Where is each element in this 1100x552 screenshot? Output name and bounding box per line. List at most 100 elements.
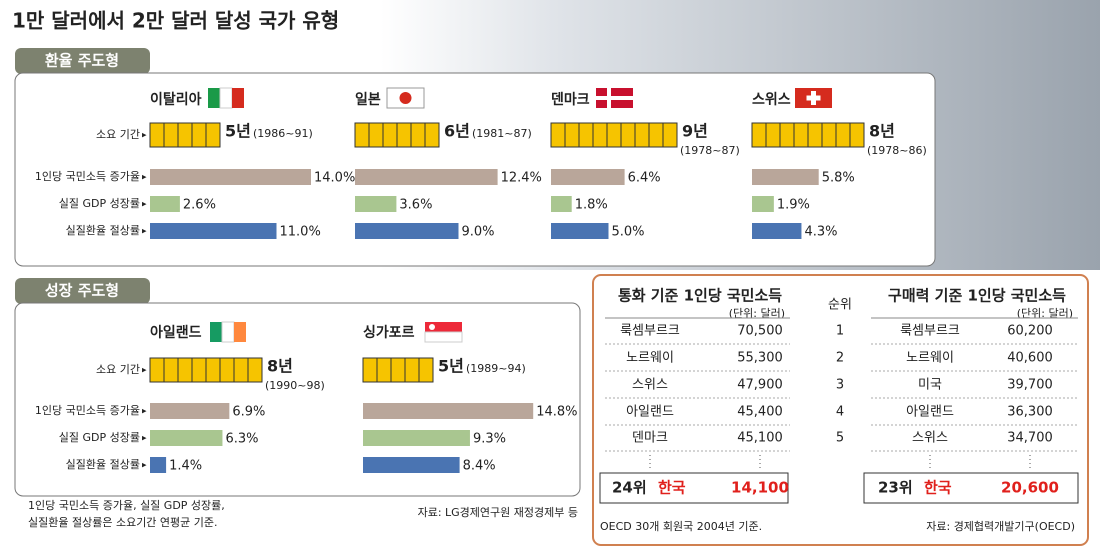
- duration-label: 8년: [869, 122, 895, 141]
- country-name: 스위스: [752, 92, 791, 108]
- year-box: [177, 357, 193, 383]
- row-arrow: ▸: [142, 366, 147, 376]
- bar: [363, 457, 460, 473]
- ranking-box: [592, 274, 1089, 546]
- bar: [150, 169, 311, 185]
- duration-bar: [362, 357, 434, 383]
- tab-label: 성장 주도형: [45, 282, 119, 300]
- value-label: 3.6%: [399, 198, 432, 213]
- country: 스위스: [632, 378, 668, 393]
- value-label: 6.4%: [628, 171, 661, 186]
- country: 룩셈부르크: [900, 324, 960, 339]
- row-label: 실질 GDP 성장률: [59, 197, 140, 210]
- row-label: 1인당 국민소득 증가율: [35, 170, 140, 183]
- income: 45,100: [737, 431, 783, 446]
- duration-label: 9년: [682, 122, 708, 141]
- bar: [355, 223, 459, 239]
- duration-label: 6년: [444, 122, 470, 141]
- country: 노르웨이: [626, 351, 674, 366]
- value-label: 9.3%: [473, 432, 506, 447]
- period: (1978~87): [680, 144, 740, 157]
- year-box: [779, 122, 795, 148]
- bar: [363, 403, 534, 419]
- period: (1978~86): [867, 144, 927, 157]
- note: 실질환율 절상률은 소요기간 연평균 기준.: [28, 516, 218, 529]
- country: 스위스: [912, 431, 948, 446]
- value-label: 1.9%: [777, 198, 810, 213]
- year-box: [634, 122, 650, 148]
- income: 36,300: [1007, 405, 1053, 420]
- ranking-source: 자료: 경제협력개발기구(OECD): [926, 520, 1075, 533]
- country: 덴마크: [632, 431, 668, 446]
- year-box: [233, 357, 249, 383]
- bar: [150, 223, 277, 239]
- period: (1990~98): [265, 379, 325, 392]
- year-box: [205, 122, 221, 148]
- korea-rank: 24위: [612, 479, 647, 497]
- year-box: [410, 122, 426, 148]
- year-box: [390, 357, 406, 383]
- period: (1989~94): [466, 362, 526, 375]
- year-box: [564, 122, 580, 148]
- bar: [752, 223, 802, 239]
- year-box: [592, 122, 608, 148]
- value-label: 1.4%: [169, 459, 202, 474]
- year-box: [376, 357, 392, 383]
- rank-header: 순위: [828, 298, 852, 313]
- duration-bar: [354, 122, 440, 148]
- bar: [363, 430, 470, 446]
- value-label: 6.9%: [232, 405, 265, 420]
- year-box: [177, 122, 193, 148]
- flag-denmark: [596, 88, 633, 108]
- country: 룩셈부르크: [620, 324, 680, 339]
- korea-income: 20,600: [1001, 479, 1059, 497]
- row-arrow: ▸: [142, 200, 147, 210]
- value-label: 12.4%: [501, 171, 542, 186]
- value-label: 11.0%: [280, 225, 321, 240]
- year-box: [424, 122, 440, 148]
- row-label: 실질환율 절상률: [66, 458, 140, 471]
- country-name: 일본: [355, 92, 381, 108]
- tab-label: 환율 주도형: [45, 52, 119, 70]
- value-label: 14.8%: [536, 405, 577, 420]
- year-box: [247, 357, 263, 383]
- year-box: [191, 357, 207, 383]
- income: 70,500: [737, 324, 783, 339]
- bar: [355, 196, 397, 212]
- table-title: 구매력 기준 1인당 국민소득: [888, 287, 1066, 305]
- income: 55,300: [737, 351, 783, 366]
- income: 45,400: [737, 405, 783, 420]
- duration-label: 5년: [438, 357, 464, 376]
- source: 자료: LG경제연구원 재정경제부 등: [418, 506, 578, 519]
- year-box: [368, 122, 384, 148]
- country: 아일랜드: [626, 405, 674, 420]
- country-name: 싱가포르: [363, 325, 415, 341]
- year-box: [648, 122, 664, 148]
- note: 1인당 국민소득 증가율, 실질 GDP 성장률,: [28, 499, 225, 512]
- value-label: 9.0%: [462, 225, 495, 240]
- year-box: [793, 122, 809, 148]
- korea-name: 한국: [658, 479, 686, 497]
- year-box: [835, 122, 851, 148]
- tab: [15, 278, 150, 304]
- year-box: [849, 122, 865, 148]
- duration-bar: [751, 122, 865, 148]
- bar: [150, 196, 180, 212]
- year-box: [205, 357, 221, 383]
- bar: [551, 223, 609, 239]
- year-box: [606, 122, 622, 148]
- panel: [14, 302, 581, 497]
- year-box: [163, 357, 179, 383]
- income: 60,200: [1007, 324, 1053, 339]
- year-box: [191, 122, 207, 148]
- year-box: [821, 122, 837, 148]
- value-label: 4.3%: [804, 225, 837, 240]
- income: 34,700: [1007, 431, 1053, 446]
- year-box: [765, 122, 781, 148]
- bar: [355, 169, 498, 185]
- row-arrow: ▸: [142, 461, 147, 471]
- year-box: [149, 357, 165, 383]
- highlight-box: [599, 472, 789, 504]
- rank: 2: [836, 351, 844, 366]
- row-label: 실질 GDP 성장률: [59, 431, 140, 444]
